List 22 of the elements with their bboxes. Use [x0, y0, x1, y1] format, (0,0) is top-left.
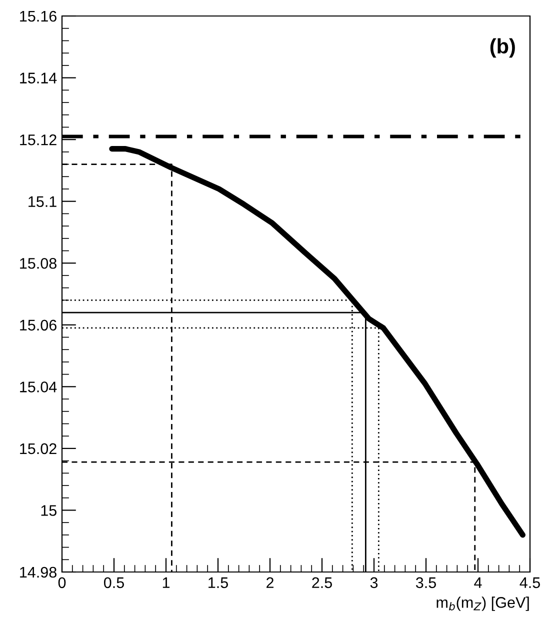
y-tick-label: 15.14 [20, 72, 57, 84]
x-tick-label: 4 [474, 577, 482, 588]
x-tick-label: 1.5 [208, 577, 228, 588]
x-tick-label: 2.5 [312, 577, 332, 588]
y-tick-label: 15.08 [20, 258, 56, 269]
x-tick-label: 1 [162, 577, 170, 588]
y-tick-label: 15.1 [28, 196, 56, 208]
x-tick-label: 4.5 [520, 577, 540, 588]
y-tick-label: 15.12 [20, 134, 56, 146]
x-tick-label: 0.5 [104, 577, 124, 588]
y-tick-label: 15.06 [20, 320, 56, 331]
annotation: (b) [490, 38, 515, 58]
x-tick-label: 3 [370, 577, 378, 588]
y-tick-label: 15.16 [20, 10, 56, 22]
x-tick-label: 0 [58, 577, 66, 588]
x-tick-label: 2 [266, 577, 274, 588]
x-axis-title: m$_{b}$(m$_{Z}$) [GeV] [436, 596, 529, 611]
y-tick-label: 15.04 [20, 382, 57, 392]
y-tick-label: 15 [41, 505, 56, 516]
x-tick-label: 3.5 [416, 577, 436, 588]
y-tick-label: 15.02 [20, 443, 56, 454]
y-tick-label: 14.98 [20, 566, 56, 578]
